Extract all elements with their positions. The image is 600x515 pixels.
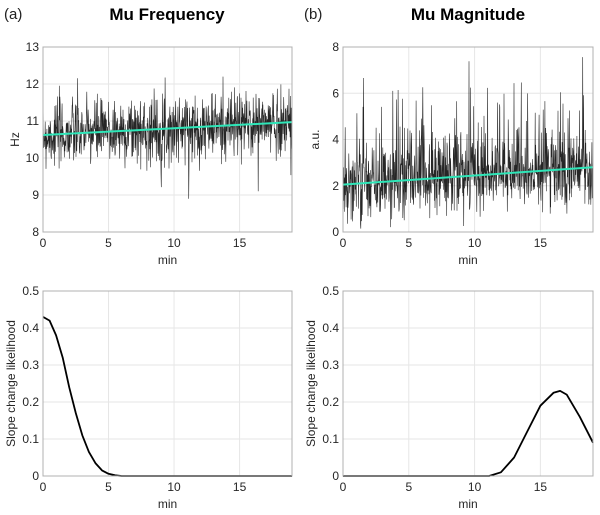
likelihood-curve — [343, 389, 594, 477]
x-tick-label: 0 — [40, 480, 47, 494]
y-tick-label: 0.2 — [322, 395, 339, 409]
x-tick-label: 5 — [405, 236, 412, 250]
y-tick-label: 0 — [332, 225, 339, 239]
signal-line — [42, 76, 293, 199]
y-axis-label: a.u. — [308, 129, 322, 149]
x-tick-label: 15 — [534, 480, 548, 494]
y-tick-label: 0.2 — [22, 395, 39, 409]
axes-box — [42, 46, 293, 233]
x-tick-label: 10 — [167, 236, 181, 250]
y-tick-label: 0.3 — [322, 358, 339, 372]
y-tick-label: 11 — [27, 114, 40, 128]
y-axis-label: Slope change likelihood — [304, 320, 318, 447]
x-axis-label: min — [158, 497, 177, 511]
y-tick-label: 13 — [26, 40, 40, 54]
panel-label-a: (a) — [4, 6, 22, 23]
y-tick-label: 0.3 — [22, 358, 39, 372]
y-tick-label: 8 — [32, 225, 39, 239]
signal-line — [342, 57, 594, 229]
panel-label-b: (b) — [304, 6, 322, 23]
y-tick-label: 0.1 — [22, 432, 39, 446]
y-tick-label: 0.4 — [322, 321, 339, 335]
x-tick-label: 10 — [167, 480, 181, 494]
y-tick-label: 4 — [332, 133, 339, 147]
y-tick-label: 0.4 — [22, 321, 39, 335]
plot-area — [43, 291, 292, 476]
y-tick-label: 12 — [26, 77, 40, 91]
x-axis-label: min — [458, 497, 477, 511]
y-tick-label: 6 — [332, 86, 339, 100]
x-axis-label: min — [458, 253, 477, 267]
y-tick-label: 8 — [332, 40, 339, 54]
y-axis-label: Hz — [8, 132, 22, 147]
x-tick-label: 0 — [340, 236, 347, 250]
x-axis-label: min — [158, 253, 177, 267]
y-tick-label: 0.5 — [322, 284, 339, 298]
y-tick-label: 0 — [332, 469, 339, 483]
axes-box — [342, 46, 594, 233]
plot-area — [343, 291, 593, 476]
axes-box — [42, 290, 293, 477]
subplot-4: 0 5 10 15 0 0.1 0.2 0.3 0.4 0.5 min Slope change li… — [304, 284, 594, 511]
x-tick-label: 5 — [405, 480, 412, 494]
x-tick-label: 10 — [468, 236, 482, 250]
y-tick-label: 2 — [332, 179, 339, 193]
x-tick-label: 15 — [233, 480, 247, 494]
x-tick-label: 15 — [233, 236, 247, 250]
x-tick-label: 5 — [105, 480, 112, 494]
subplot-3: 0 5 10 15 0 0.1 0.2 0.3 0.4 0.5 min Slope change li… — [4, 284, 293, 511]
x-tick-label: 0 — [340, 480, 347, 494]
axes-box — [342, 290, 594, 477]
y-tick-label: 0.5 — [22, 284, 39, 298]
subplot-1: 0 5 10 15 8 9 10 11 12 13 min Hz — [8, 40, 293, 267]
y-axis-label: Slope change likelihood — [4, 320, 18, 447]
y-tick-label: 10 — [26, 151, 40, 165]
x-tick-label: 0 — [40, 236, 47, 250]
x-tick-label: 10 — [468, 480, 482, 494]
y-tick-label: 0 — [32, 469, 39, 483]
y-tick-label: 9 — [32, 188, 39, 202]
likelihood-curve — [42, 316, 292, 477]
subplot-2: 0 5 10 15 0 2 4 6 8 min a.u. — [308, 40, 594, 267]
title-mu-frequency: Mu Frequency — [109, 5, 225, 24]
trend-line — [42, 121, 293, 137]
title-mu-magnitude: Mu Magnitude — [411, 5, 525, 24]
trend-line — [342, 166, 594, 186]
y-tick-label: 0.1 — [322, 432, 339, 446]
x-tick-label: 5 — [105, 236, 112, 250]
x-tick-label: 15 — [534, 236, 548, 250]
